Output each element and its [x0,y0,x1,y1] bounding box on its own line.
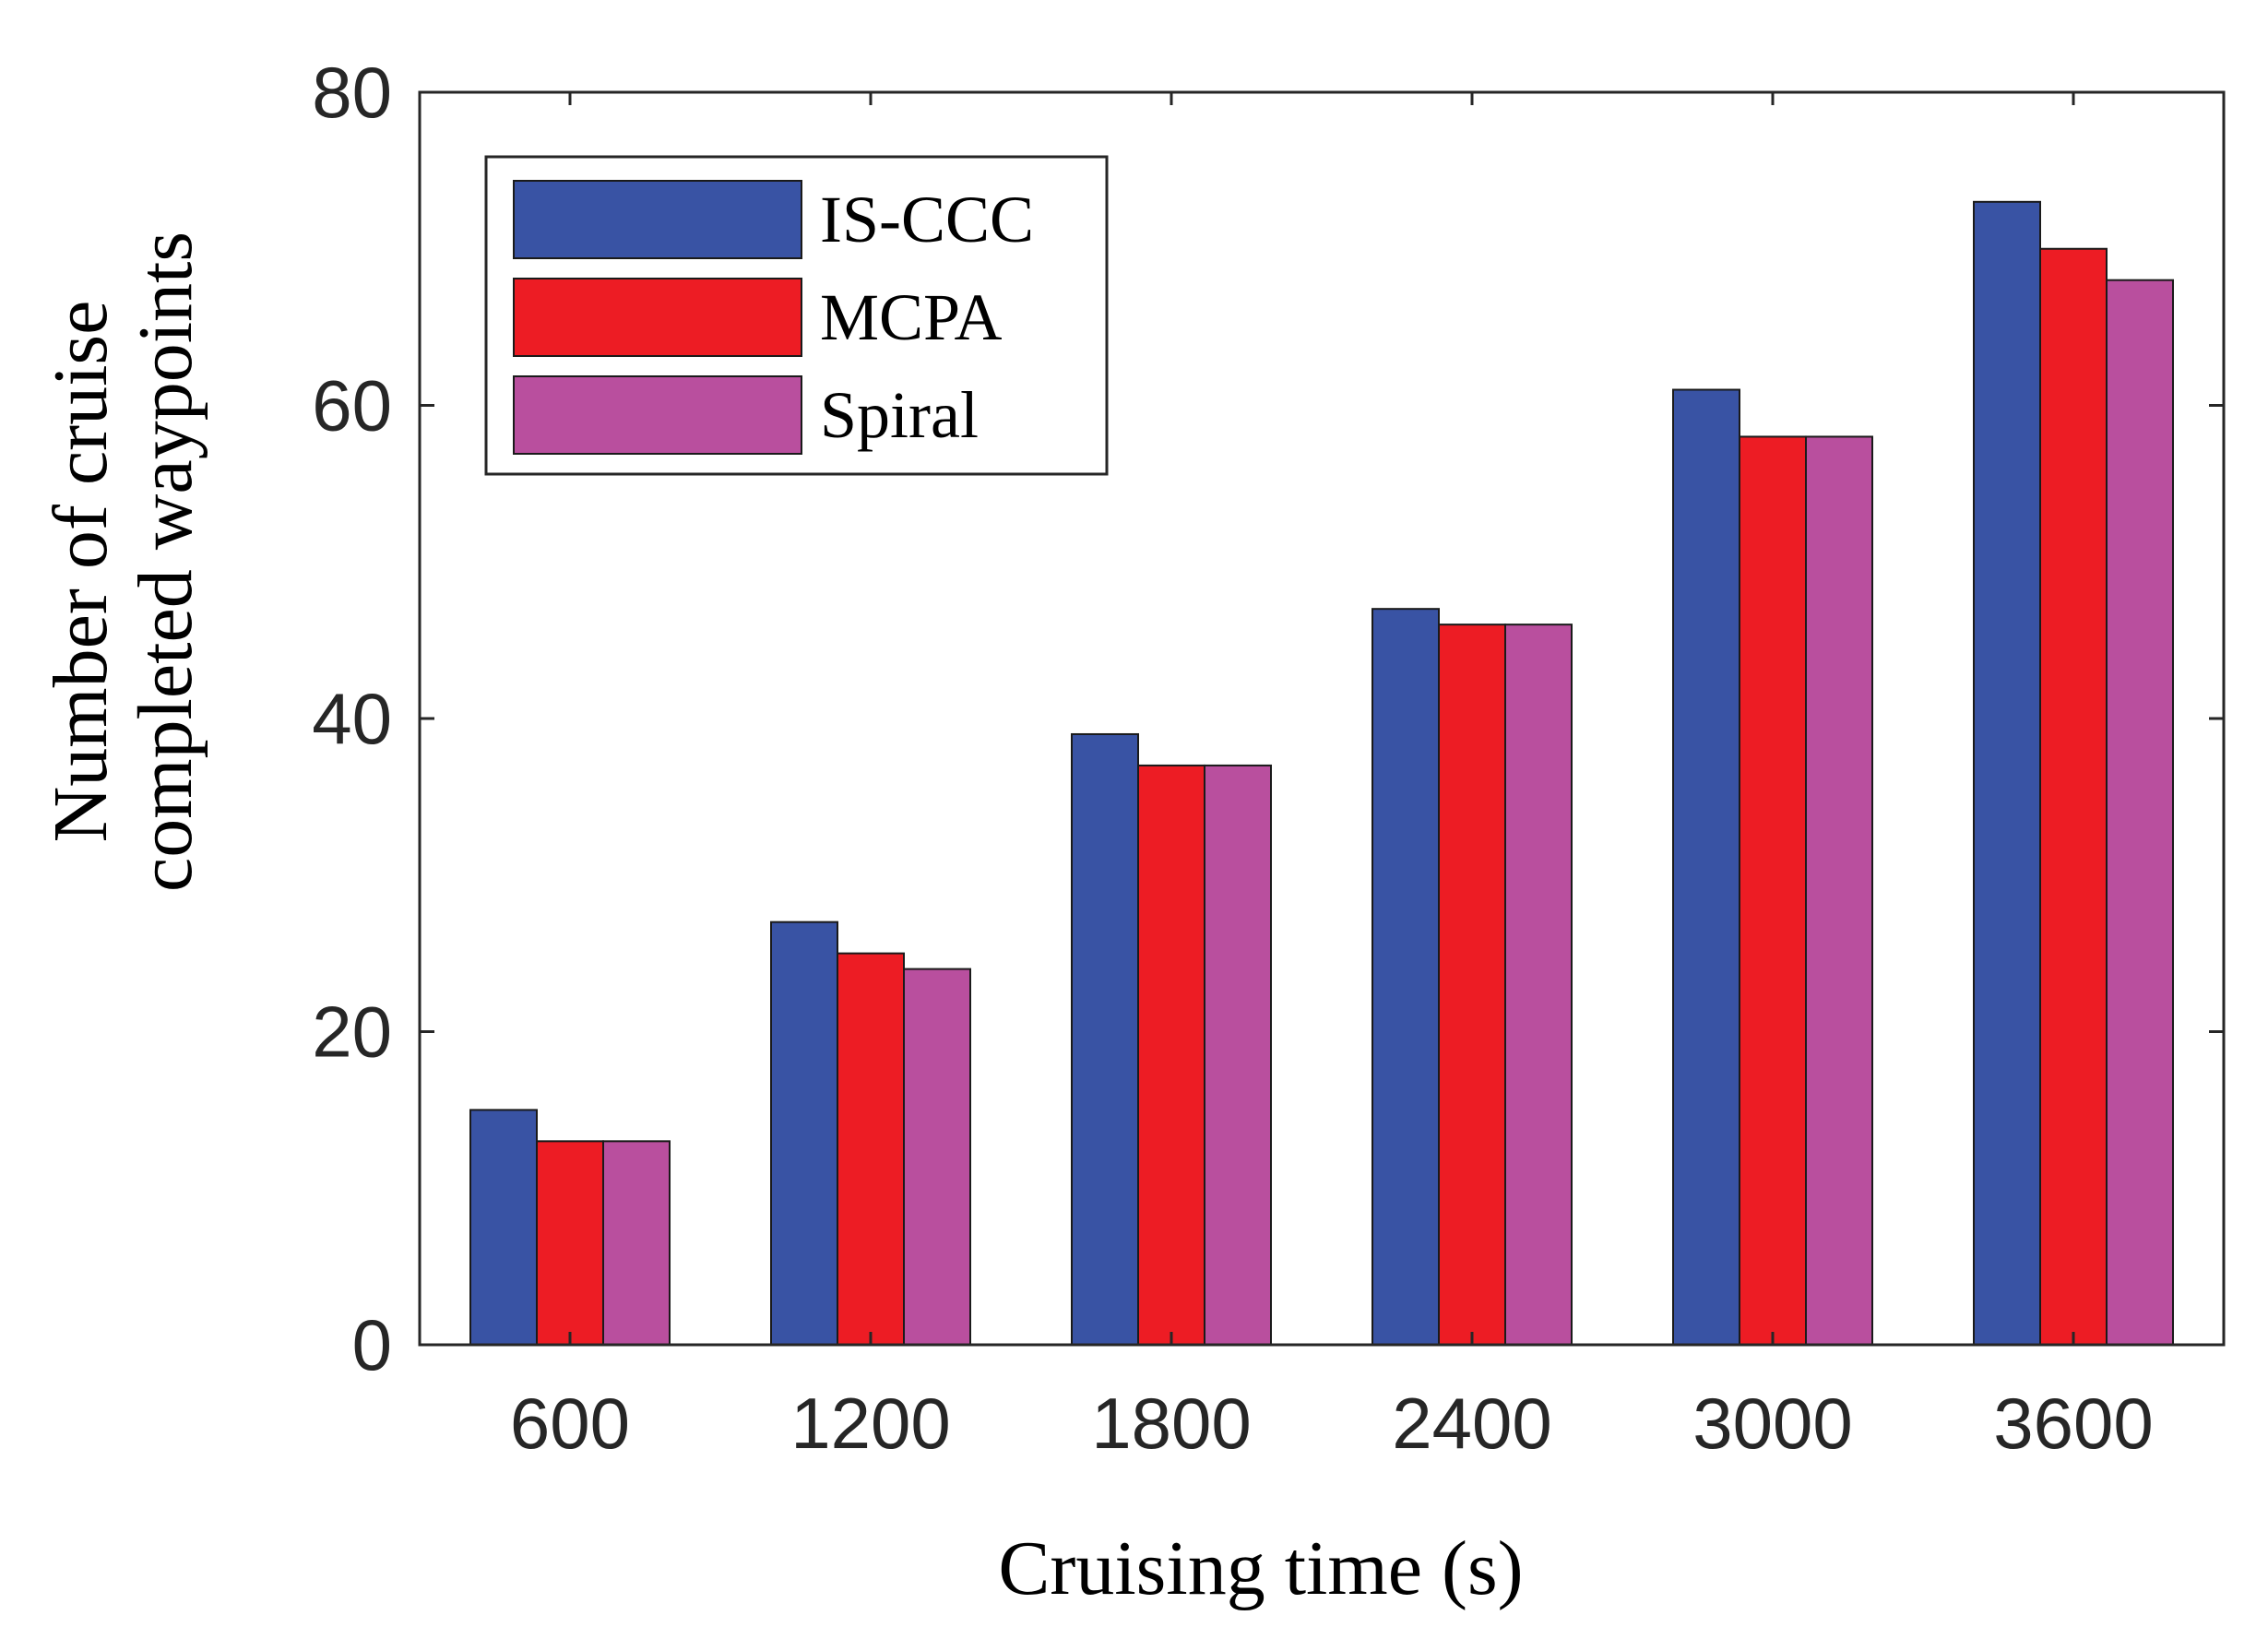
bar-mcpa-3000 [1739,435,1807,1346]
y-tick-label-60: 60 [312,365,392,446]
bar-is-ccc-1200 [770,921,838,1346]
bar-spiral-600 [602,1140,671,1346]
bar-is-ccc-3600 [1973,200,2041,1347]
bar-spiral-1200 [903,968,971,1346]
bar-mcpa-1200 [837,952,905,1346]
x-tick-label-1800: 1800 [1091,1383,1252,1464]
bar-spiral-3600 [2106,279,2174,1347]
x-tick-label-3000: 3000 [1692,1383,1853,1464]
bar-spiral-2400 [1504,624,1573,1346]
legend-swatch-is-ccc [513,180,802,259]
x-tick-label-1200: 1200 [790,1383,951,1464]
y-tick-label-40: 40 [312,678,392,759]
y-axis-label: Number of cruise completed waypoints [38,232,208,892]
ticks-layer: 600 1200 1800 2400 3000 3600 0 20 40 60 80 [312,52,2224,1464]
bar-is-ccc-600 [469,1109,538,1346]
x-tick-label-600: 600 [510,1383,630,1464]
legend-label-mcpa: MCPA [820,280,1002,354]
bar-spiral-1800 [1204,764,1272,1346]
bar-mcpa-2400 [1438,624,1506,1346]
x-axis-label: Cruising time (s) [998,1526,1523,1611]
y-tick-label-20: 20 [312,992,392,1073]
bar-is-ccc-2400 [1371,608,1440,1346]
bar-mcpa-600 [536,1140,604,1346]
bar-mcpa-3600 [2039,247,2108,1346]
legend: IS-CCC MCPA Spiral [484,155,1109,476]
x-tick-label-2400: 2400 [1392,1383,1552,1464]
y-axis-label-line-1: Number of cruise [38,301,124,843]
bar-is-ccc-3000 [1672,388,1740,1346]
x-tick-label-3600: 3600 [1993,1383,2154,1464]
legend-label-is-ccc: IS-CCC [820,183,1034,256]
bar-is-ccc-1800 [1071,732,1139,1346]
bar-spiral-3000 [1805,435,1873,1346]
bar-mcpa-1800 [1137,764,1205,1346]
legend-label-spiral: Spiral [820,378,979,452]
legend-swatch-mcpa [513,278,802,357]
y-tick-label-0: 0 [352,1304,392,1385]
bars-layer [469,200,2174,1347]
y-axis-label-line-2: completed waypoints [123,232,208,892]
y-tick-label-80: 80 [312,52,392,133]
legend-swatch-spiral [513,375,802,455]
